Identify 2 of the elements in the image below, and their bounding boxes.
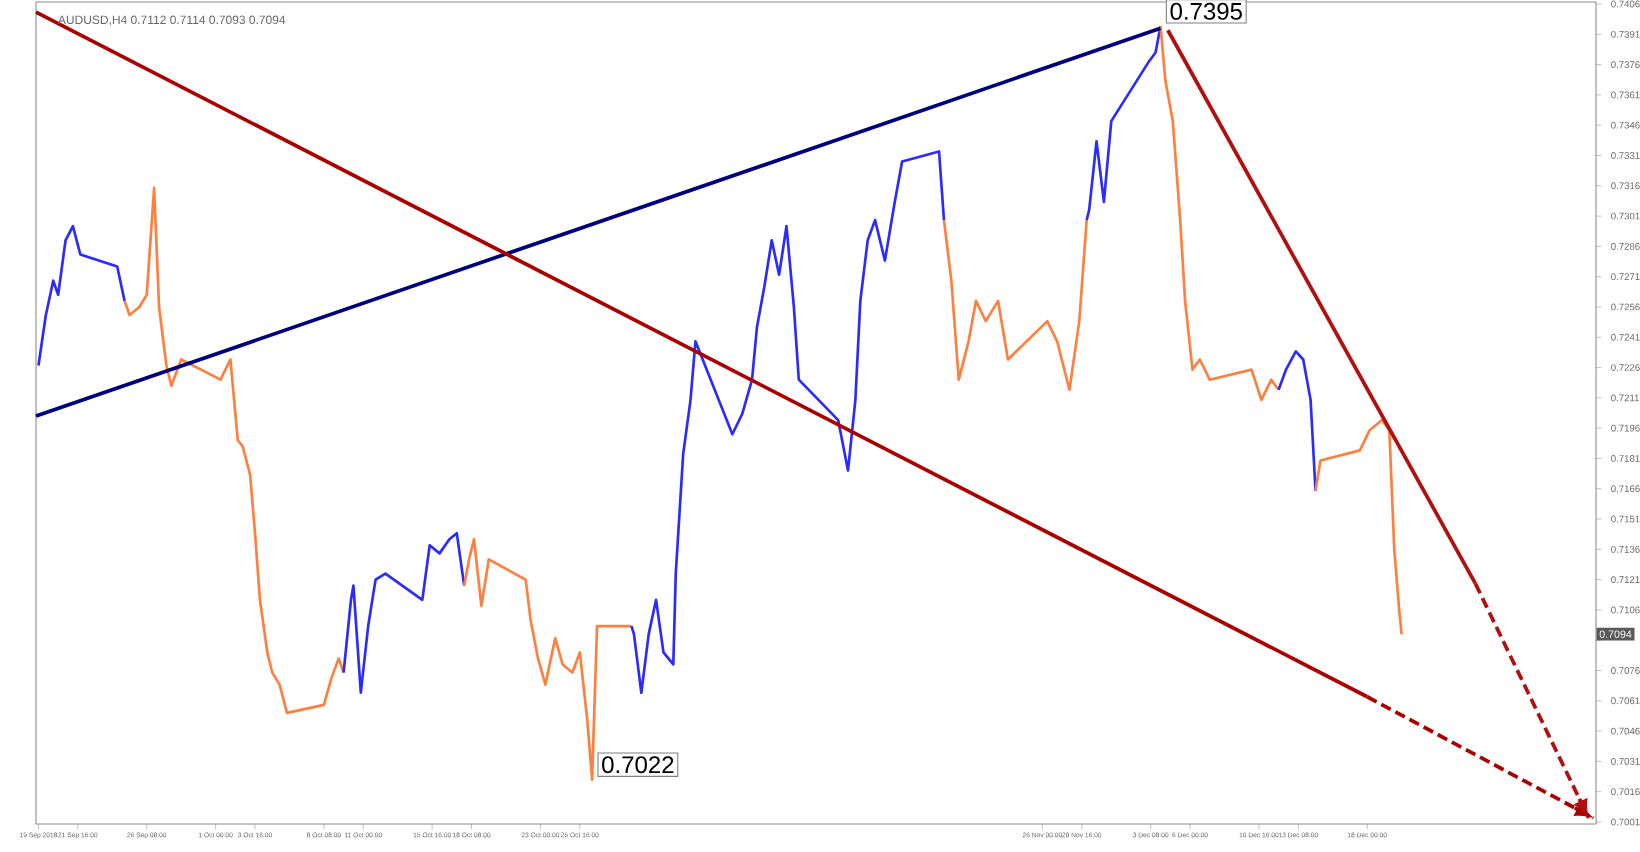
annotation: 0.7022 <box>602 756 674 774</box>
annotation: 0.7395 <box>1170 2 1242 20</box>
